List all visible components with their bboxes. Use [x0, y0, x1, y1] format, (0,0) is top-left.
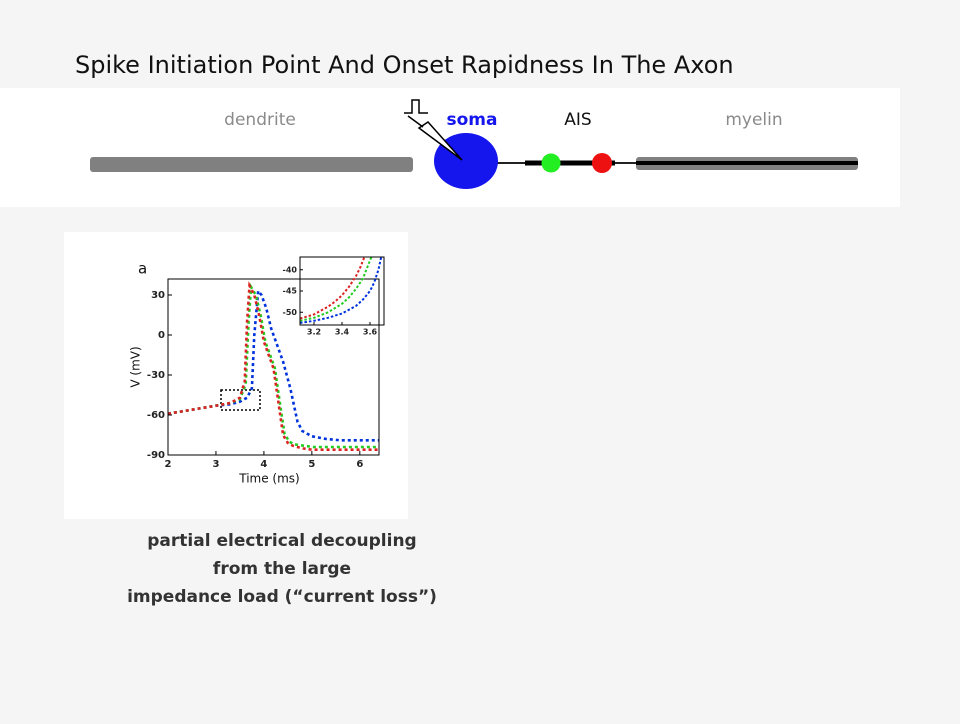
x-tick-label: 6: [356, 459, 363, 470]
y-tick-label: 0: [158, 330, 165, 341]
x-tick-label: 3: [212, 459, 219, 470]
x-tick-label: 2: [165, 459, 172, 470]
figure-panel: [64, 232, 408, 519]
inset-chart: 3.2 3.4 3.6 -40 -45 -50: [283, 256, 385, 337]
dendrite: [90, 157, 413, 172]
caption-line: impedance load (“current loss”): [127, 587, 437, 607]
y-tick-label: -50: [283, 308, 298, 317]
label-dendrite: dendrite: [224, 110, 296, 130]
y-tick-label: -60: [147, 410, 165, 421]
electrode: [417, 121, 463, 161]
series-line: [167, 280, 379, 451]
ais-end: [592, 153, 612, 173]
series-line: [299, 256, 383, 324]
label-soma: soma: [447, 110, 498, 130]
electrode-wire: [407, 115, 424, 128]
y-tick-label: -90: [147, 450, 165, 461]
label-myelin: myelin: [725, 110, 782, 130]
series-line: [299, 256, 373, 322]
slide-title: Spike Initiation Point And Onset Rapidne…: [75, 51, 734, 79]
x-tick-label: 5: [308, 459, 315, 470]
label-ais: AIS: [564, 110, 591, 130]
x-tick-label: 3.4: [335, 328, 350, 337]
x-axis-label: Time (ms): [238, 472, 300, 486]
ais-start: [541, 153, 561, 173]
panel-label: a: [138, 260, 147, 278]
series-line: [167, 287, 379, 442]
y-axis-label: V (mV): [129, 346, 143, 387]
series-line: [299, 256, 366, 320]
y-tick-label: -40: [283, 265, 298, 274]
axes-frame: [167, 278, 380, 456]
stimulus-pulse: [404, 99, 428, 114]
zoom-box: [220, 389, 261, 411]
caption-line: partial electrical decoupling: [147, 531, 416, 551]
caption-line: from the large: [213, 559, 351, 579]
x-tick-label: 4: [260, 459, 267, 470]
main-chart: 2 3 4 5 6 -90 -60 -30 0 30 Time (ms) V (mV): [129, 278, 380, 486]
y-tick-label: -45: [283, 287, 298, 296]
x-tick-label: 3.2: [307, 328, 321, 337]
y-tick-label: 30: [151, 290, 165, 301]
x-tick-label: 3.6: [363, 328, 378, 337]
y-tick-label: -30: [147, 370, 165, 381]
